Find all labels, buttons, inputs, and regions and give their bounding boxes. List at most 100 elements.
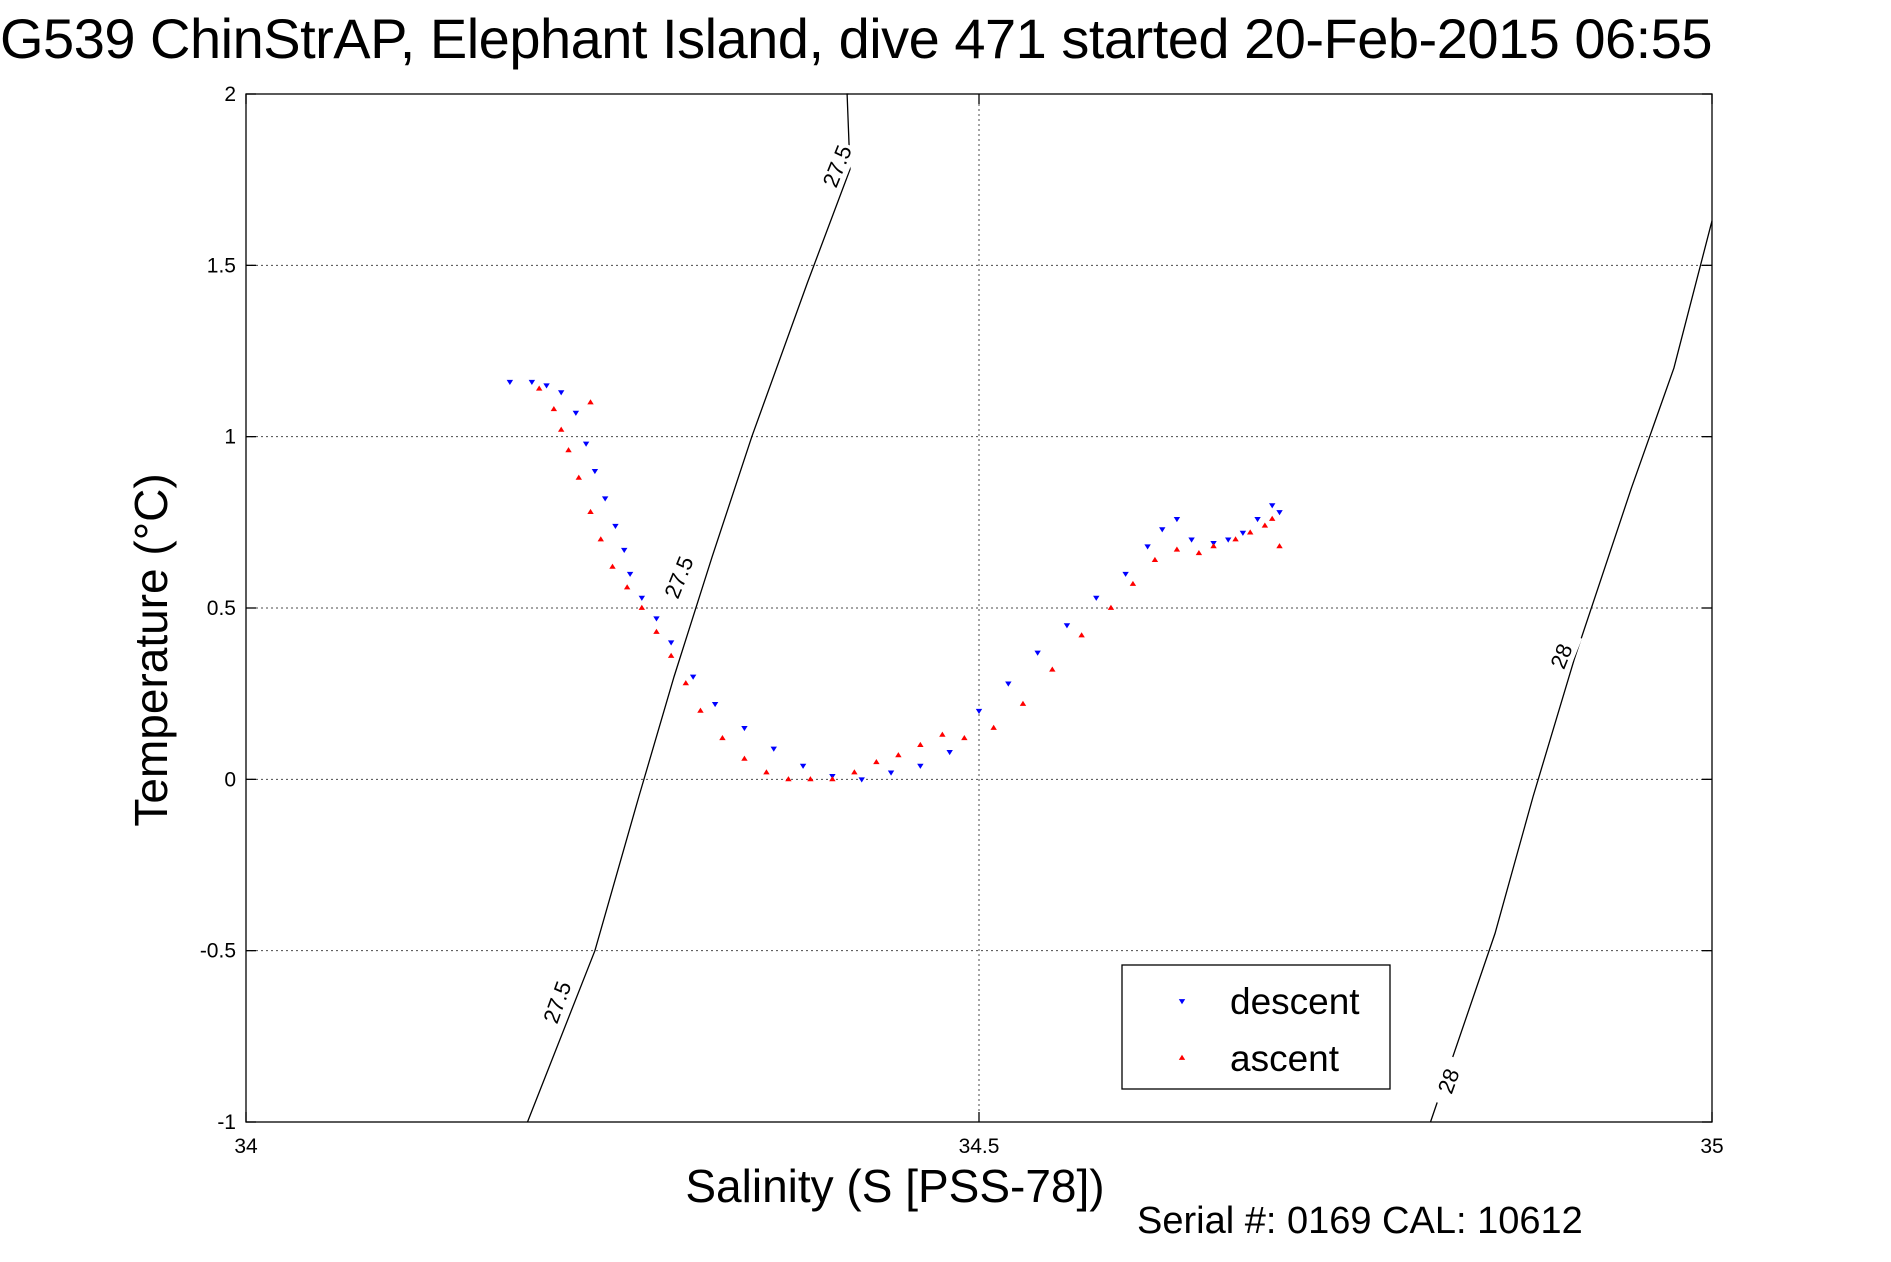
descent-point: [741, 726, 748, 732]
ascent-point: [1129, 580, 1137, 586]
legend-box: [1121, 964, 1391, 1090]
descent-point: [591, 469, 599, 475]
y-tick-label: -1: [217, 1111, 236, 1134]
descent-point: [653, 616, 660, 622]
ascent-point: [917, 741, 924, 747]
ascent-point: [873, 759, 880, 765]
isopycnal-line-28: [1429, 220, 1713, 1123]
descent-point: [1254, 516, 1261, 523]
ascent-point: [565, 447, 572, 453]
descent-point: [612, 523, 619, 529]
x-tick-label: 34.5: [959, 1135, 1000, 1158]
ascent-point: [550, 406, 558, 412]
contour-label-mask: [815, 138, 858, 194]
ascent-point: [1107, 604, 1115, 610]
ascent-point: [1247, 529, 1254, 535]
chart-title: G539 ChinStrAP, Elephant Island, dive 47…: [0, 7, 1712, 70]
ascent-point: [807, 776, 814, 782]
descent-point: [917, 763, 924, 769]
y-tick-label: 1.5: [207, 254, 236, 277]
contour-label-mask: [1539, 628, 1583, 684]
descent-point: [506, 379, 514, 386]
contour-label-mask: [536, 975, 578, 1030]
descent-point: [1122, 571, 1129, 577]
descent-point: [1063, 623, 1071, 629]
descent-point: [543, 383, 550, 389]
y-tick-label: 0: [224, 768, 236, 791]
y-tick-label: 1: [224, 426, 236, 449]
ascent-point: [557, 426, 565, 432]
ascent-point: [575, 474, 582, 480]
descent-point: [626, 571, 634, 577]
descent-point: [572, 410, 580, 416]
descent-point: [975, 708, 983, 714]
ascent-point: [961, 735, 968, 741]
x-axis-label: Salinity (S [PSS-78]): [685, 1160, 1104, 1212]
descent-point: [528, 379, 536, 386]
descent-point: [638, 595, 646, 601]
ascent-point: [609, 563, 616, 569]
descent-point: [621, 547, 628, 553]
ascent-point: [990, 724, 997, 730]
contour-label-mask: [657, 550, 700, 605]
ascent-point: [741, 755, 748, 761]
grid-lines: [246, 94, 1712, 1122]
ascent-point: [623, 584, 631, 590]
ascent-point: [851, 769, 858, 775]
descent-point: [667, 640, 675, 646]
ascent-point: [1195, 549, 1203, 556]
isopycnal-line-27-5: [526, 93, 851, 1123]
ascent-point: [1049, 666, 1056, 672]
ascent-point: [667, 652, 675, 658]
ascent-point: [1078, 632, 1085, 638]
ascent-point: [939, 731, 946, 737]
y-axis-label: Temperature (°C): [125, 473, 177, 826]
ascent-point: [1173, 546, 1181, 552]
descent-point: [1269, 503, 1276, 509]
descent-point: [557, 390, 565, 396]
legend: descent ascent: [1121, 964, 1391, 1090]
ascent-point: [1210, 543, 1217, 549]
data-points: [506, 379, 1283, 783]
ascent-point: [1269, 515, 1276, 521]
y-tick-label: 0.5: [207, 597, 236, 620]
descent-point: [1144, 544, 1151, 550]
ascent-point: [785, 776, 792, 782]
legend-label-ascent: ascent: [1230, 1038, 1340, 1079]
ascent-point: [1151, 556, 1159, 562]
y-tick-label: 2: [224, 83, 236, 106]
contour-label-mask: [1427, 1053, 1469, 1108]
x-tick-label: 34: [234, 1135, 258, 1158]
ascent-point: [1232, 536, 1239, 542]
descent-point: [582, 441, 590, 447]
ascent-point: [697, 707, 704, 713]
descent-point: [711, 702, 719, 708]
descent-point: [1188, 537, 1195, 543]
axes: 34 34.5 35 -1 -0.5 0 0.5 1 1.5 2: [200, 83, 1724, 1158]
ascent-point: [719, 735, 726, 741]
ascent-point: [829, 776, 836, 782]
ascent-point: [1276, 543, 1283, 549]
descent-point: [1159, 527, 1166, 533]
descent-point: [858, 777, 865, 783]
ascent-point: [1019, 700, 1027, 706]
ascent-point: [763, 769, 770, 775]
contour-label: 27.5: [818, 142, 857, 191]
descent-point: [1173, 516, 1181, 523]
ascent-point: [597, 536, 604, 542]
ascent-point: [638, 604, 646, 610]
ascent-point: [895, 752, 902, 758]
ascent-point: [1261, 522, 1269, 528]
descent-point: [799, 763, 807, 769]
ascent-point: [587, 399, 594, 405]
y-tick-label: -0.5: [200, 940, 236, 963]
ascent-point: [682, 680, 689, 686]
descent-point: [1225, 537, 1232, 543]
descent-point: [1276, 510, 1283, 516]
ascent-point: [536, 385, 543, 391]
descent-point: [887, 770, 895, 776]
legend-marker-ascent: [1178, 1054, 1186, 1060]
descent-point: [1093, 595, 1100, 601]
descent-point: [946, 750, 953, 756]
